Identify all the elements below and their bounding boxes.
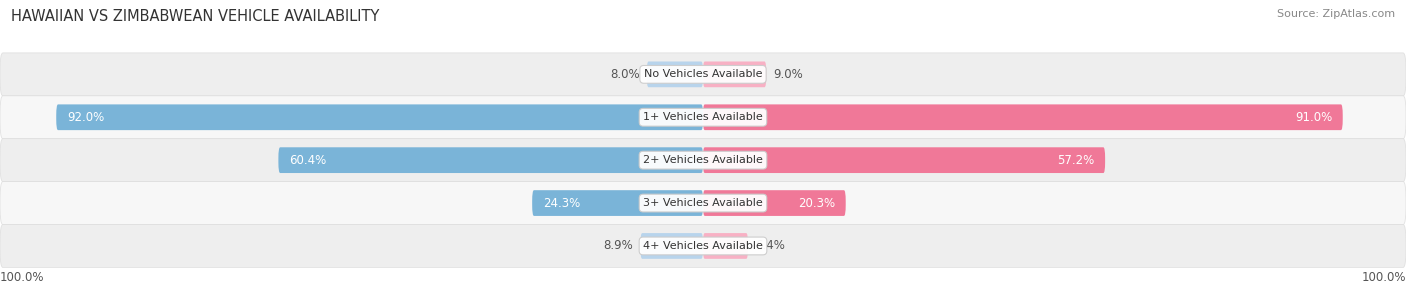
Text: 8.9%: 8.9% (603, 239, 633, 253)
FancyBboxPatch shape (0, 53, 1406, 96)
FancyBboxPatch shape (278, 147, 703, 173)
Text: 100.0%: 100.0% (0, 271, 45, 284)
FancyBboxPatch shape (56, 104, 703, 130)
Text: HAWAIIAN VS ZIMBABWEAN VEHICLE AVAILABILITY: HAWAIIAN VS ZIMBABWEAN VEHICLE AVAILABIL… (11, 9, 380, 23)
Text: 4+ Vehicles Available: 4+ Vehicles Available (643, 241, 763, 251)
FancyBboxPatch shape (641, 233, 703, 259)
Text: 91.0%: 91.0% (1295, 111, 1333, 124)
Text: 2+ Vehicles Available: 2+ Vehicles Available (643, 155, 763, 165)
Text: 100.0%: 100.0% (1361, 271, 1406, 284)
FancyBboxPatch shape (0, 96, 1406, 139)
FancyBboxPatch shape (703, 233, 748, 259)
FancyBboxPatch shape (0, 139, 1406, 182)
Text: 3+ Vehicles Available: 3+ Vehicles Available (643, 198, 763, 208)
FancyBboxPatch shape (0, 225, 1406, 267)
FancyBboxPatch shape (647, 61, 703, 87)
FancyBboxPatch shape (703, 190, 846, 216)
Text: 20.3%: 20.3% (799, 196, 835, 210)
Text: 8.0%: 8.0% (610, 68, 640, 81)
FancyBboxPatch shape (703, 104, 1343, 130)
FancyBboxPatch shape (0, 182, 1406, 225)
FancyBboxPatch shape (533, 190, 703, 216)
Text: 1+ Vehicles Available: 1+ Vehicles Available (643, 112, 763, 122)
Text: 6.4%: 6.4% (755, 239, 785, 253)
Text: Source: ZipAtlas.com: Source: ZipAtlas.com (1277, 9, 1395, 19)
Text: 92.0%: 92.0% (66, 111, 104, 124)
Text: 24.3%: 24.3% (543, 196, 579, 210)
FancyBboxPatch shape (703, 147, 1105, 173)
FancyBboxPatch shape (703, 61, 766, 87)
Text: No Vehicles Available: No Vehicles Available (644, 69, 762, 79)
Text: 60.4%: 60.4% (290, 154, 326, 167)
Text: 9.0%: 9.0% (773, 68, 803, 81)
Text: 57.2%: 57.2% (1057, 154, 1094, 167)
